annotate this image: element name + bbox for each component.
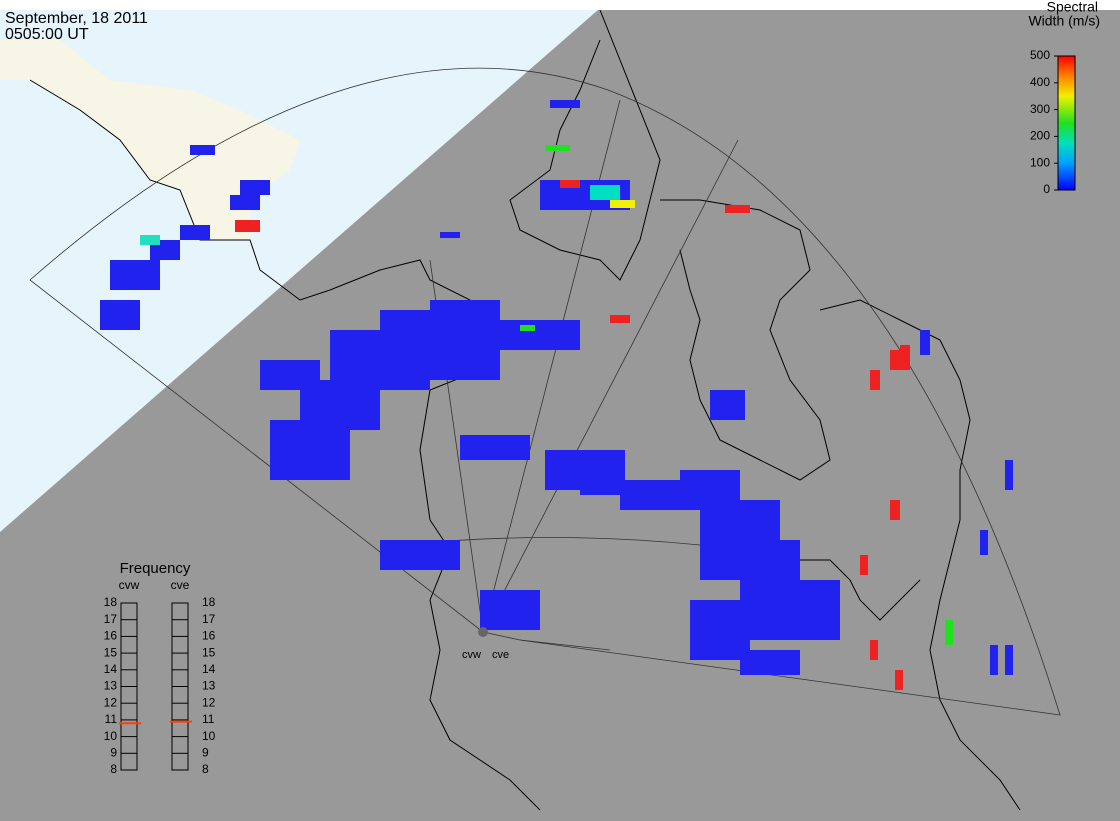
- gauge-tick-label: 12: [202, 695, 216, 709]
- coastline: [800, 559, 921, 621]
- time: 0505:00 UT: [5, 26, 89, 43]
- coastline: [509, 9, 661, 281]
- cell: [100, 300, 140, 330]
- cell: [900, 345, 910, 370]
- cell: [240, 180, 270, 195]
- gauge-tick-label: 11: [105, 712, 118, 726]
- radar-name: cvw: [119, 578, 140, 592]
- cell: [560, 180, 580, 188]
- gauge-tick-label: 16: [202, 629, 216, 643]
- gauge-tick-label: 14: [202, 662, 216, 676]
- cell: [895, 670, 903, 690]
- gauge-tick-label: 16: [104, 629, 118, 643]
- fan-lines: [399, 99, 739, 651]
- cell: [610, 315, 630, 323]
- gauge-tick-label: 8: [202, 762, 209, 776]
- cell: [230, 195, 260, 210]
- cell: [460, 435, 530, 460]
- cell: [980, 530, 988, 555]
- gauge-tick-label: 10: [202, 729, 216, 743]
- gauge-tick-label: 17: [202, 612, 216, 626]
- cell: [740, 650, 800, 675]
- cell: [140, 235, 160, 245]
- cell: [920, 330, 930, 355]
- land-day: [0, 40, 300, 240]
- cell: [890, 500, 900, 520]
- cell: [190, 145, 215, 155]
- radar-site: [478, 627, 488, 637]
- cell: [945, 620, 953, 645]
- gauge-tick-label: 13: [104, 679, 118, 693]
- frequency-title: Frequency: [120, 560, 191, 577]
- cell: [500, 320, 580, 350]
- gauge-tick-label: 13: [202, 679, 216, 693]
- scatter-cells: [100, 100, 1013, 690]
- cell: [1005, 460, 1013, 490]
- cell: [790, 580, 840, 640]
- fan-outline: [29, 67, 1061, 716]
- cell: [860, 555, 868, 575]
- radar-name: cve: [171, 578, 190, 592]
- cell: [610, 200, 635, 208]
- gauge-tick-label: 15: [104, 645, 118, 659]
- colorbar-tick-label: 300: [1030, 102, 1050, 116]
- gauge-tick-label: 8: [110, 762, 117, 776]
- cell: [380, 540, 460, 570]
- cell: [545, 145, 570, 151]
- gauge-tick-label: 14: [104, 662, 118, 676]
- cell: [440, 232, 460, 238]
- colorbar-title: Width (m/s): [1028, 13, 1100, 29]
- cell: [480, 590, 540, 630]
- gauge-tick-label: 12: [104, 695, 118, 709]
- colorbar-title: Spectral: [1047, 0, 1098, 15]
- cell: [430, 300, 500, 380]
- top-strip: [0, 0, 1120, 10]
- cell: [870, 370, 880, 390]
- gauge-tick-label: 9: [110, 745, 117, 759]
- gauge-tick-label: 18: [104, 595, 118, 609]
- cell: [580, 470, 620, 495]
- cell: [710, 390, 745, 420]
- gauge-tick-label: 11: [202, 712, 215, 726]
- gauge-tick-label: 10: [104, 729, 118, 743]
- cell: [870, 640, 878, 660]
- date: September, 18 2011: [5, 10, 148, 27]
- cell: [890, 350, 900, 370]
- cell: [1005, 645, 1013, 675]
- colorbar-tick-label: 100: [1030, 155, 1050, 169]
- coastline: [819, 299, 1021, 811]
- gauge-tick-label: 18: [202, 595, 216, 609]
- colorbar: [1057, 55, 1076, 191]
- site-label: cvw: [462, 649, 481, 661]
- colorbar-tick-label: 500: [1030, 48, 1050, 62]
- gauge-tick-label: 15: [202, 645, 216, 659]
- cell: [725, 205, 750, 213]
- cell: [620, 480, 680, 510]
- cell: [590, 185, 620, 200]
- cell: [520, 325, 535, 331]
- colorbar-tick-label: 0: [1043, 182, 1050, 196]
- cell: [110, 260, 160, 290]
- cell: [235, 220, 260, 232]
- gauge-tick-label: 9: [202, 745, 209, 759]
- gauge-tick-label: 17: [104, 612, 118, 626]
- cell: [990, 645, 998, 675]
- coastline: [660, 199, 831, 481]
- colorbar-tick-label: 200: [1030, 129, 1050, 143]
- cell: [550, 100, 580, 108]
- colorbar-tick-label: 400: [1030, 75, 1050, 89]
- cell: [180, 225, 210, 240]
- site-label: cve: [492, 649, 509, 661]
